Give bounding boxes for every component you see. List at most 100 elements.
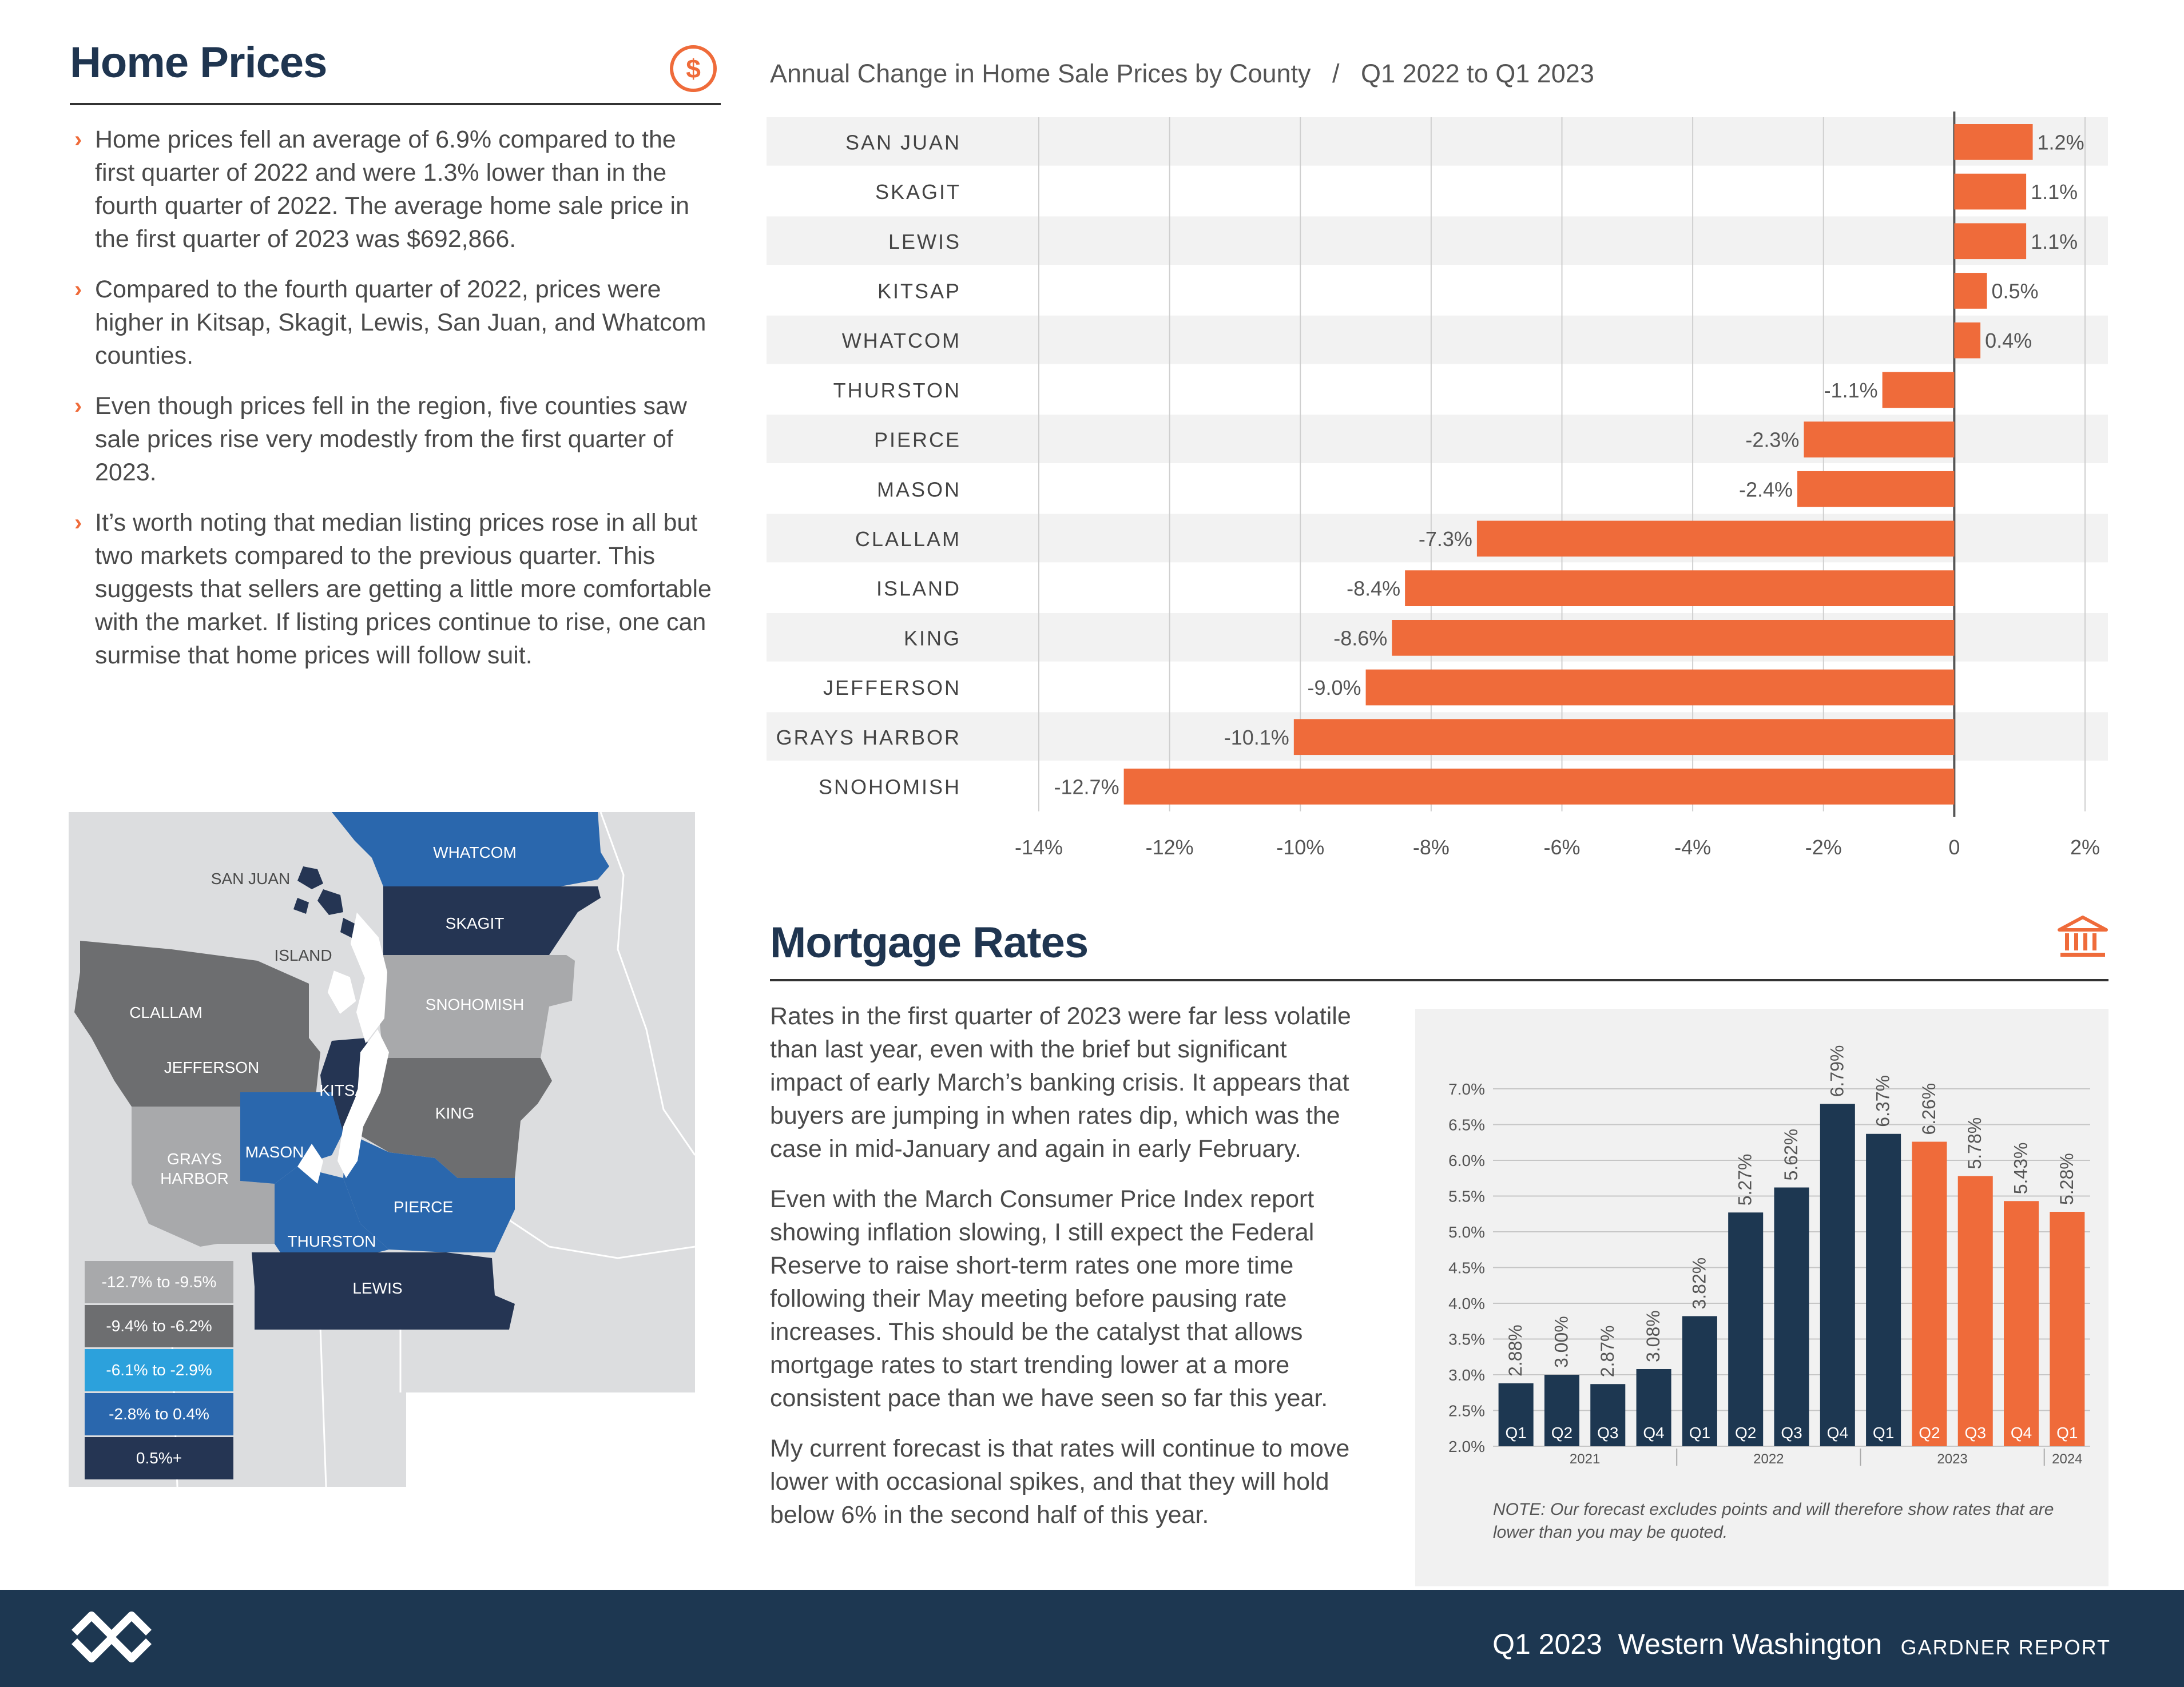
data-label: -12.7% xyxy=(1054,775,1119,798)
price-change-chart: SAN JUAN 1.2% SKAGIT 1.1% LEWIS 1.1% KITSAP 0.5… xyxy=(767,112,2108,859)
bar xyxy=(1804,421,1955,457)
category-label: GRAYS HARBOR xyxy=(776,726,961,749)
map-label-lewis: LEWIS xyxy=(352,1279,402,1297)
map-label-island: ISLAND xyxy=(274,946,332,964)
quarter-label: Q1 xyxy=(1505,1424,1526,1442)
quarter-label: Q4 xyxy=(1643,1424,1664,1442)
mortgage-rule xyxy=(770,979,2108,981)
home-prices-title: Home Prices xyxy=(70,38,327,87)
quarter-label: Q2 xyxy=(1735,1424,1756,1442)
x-tick-label: -6% xyxy=(1543,835,1580,859)
puget-sound xyxy=(297,1029,389,1184)
quarter-label: Q3 xyxy=(1965,1424,1986,1442)
data-label: 5.78% xyxy=(1964,1117,1985,1169)
footer-edition: Q1 2023 Western Washington xyxy=(1492,1628,1882,1660)
rate-bar xyxy=(2004,1201,2039,1446)
bullet-item: › Even though prices fell in the region, … xyxy=(74,392,687,486)
legend-item: -6.1% to -2.9% xyxy=(85,1349,233,1391)
data-label: 1.1% xyxy=(2031,180,2078,204)
data-label: -10.1% xyxy=(1224,726,1289,749)
map-label-pierce: PIERCE xyxy=(394,1198,453,1216)
quarter-label: Q2 xyxy=(1919,1424,1940,1442)
rate-bar xyxy=(1866,1133,1901,1446)
category-label: MASON xyxy=(877,478,961,501)
bar xyxy=(1365,669,1955,706)
y-tick-label: 6.5% xyxy=(1448,1116,1485,1134)
x-tick-label: -2% xyxy=(1805,835,1842,859)
bar xyxy=(1954,273,1987,309)
data-label: 6.79% xyxy=(1826,1045,1847,1097)
bar xyxy=(1797,471,1955,507)
bar xyxy=(1954,223,2027,260)
bar xyxy=(1476,520,1955,557)
mortgage-paragraph: Even with the March Consumer Price Index… xyxy=(770,1185,1328,1412)
quarter-label: Q4 xyxy=(2011,1424,2032,1442)
row-band xyxy=(767,117,2108,166)
year-label: 2024 xyxy=(2052,1451,2082,1467)
year-label: 2021 xyxy=(1570,1451,1600,1467)
x-tick-label: -4% xyxy=(1674,835,1711,859)
bar xyxy=(1882,372,1955,408)
rate-bar xyxy=(1544,1375,1579,1446)
rate-bar xyxy=(1590,1384,1626,1446)
y-tick-label: 7.0% xyxy=(1448,1080,1485,1098)
data-label: -7.3% xyxy=(1419,527,1472,551)
map-label-thurston: THURSTON xyxy=(287,1232,376,1250)
data-label: 1.1% xyxy=(2031,230,2078,253)
legend-item: 0.5%+ xyxy=(85,1437,233,1479)
category-label: KITSAP xyxy=(877,279,961,303)
county-thurston xyxy=(275,1167,389,1252)
data-label: -8.4% xyxy=(1347,577,1400,600)
rate-bar xyxy=(1774,1187,1809,1446)
county-clallam xyxy=(74,941,309,1038)
data-label: -2.4% xyxy=(1739,478,1793,501)
footer xyxy=(0,1590,2184,1687)
mortgage-rates-chart: 2.0% 2.5% 3.0% 3.5% 4.0% 4.5% 5.0% 5.5% 6.0% 6.5%… xyxy=(1448,1045,2090,1467)
data-label: 6.26% xyxy=(1919,1083,1939,1135)
bullet-item: › Home prices fell an average of 6.9% com… xyxy=(74,126,690,253)
map-label-clallam: CLALLAM xyxy=(129,1004,202,1021)
x-tick-label: -8% xyxy=(1413,835,1450,859)
rate-bar xyxy=(1682,1316,1717,1446)
legend-item: -12.7% to -9.5% xyxy=(85,1261,233,1303)
county-jefferson xyxy=(92,1038,320,1107)
data-label: 2.88% xyxy=(1505,1324,1526,1376)
quarter-label: Q3 xyxy=(1781,1424,1802,1442)
category-label: KING xyxy=(904,626,961,650)
y-tick-label: 2.0% xyxy=(1448,1438,1485,1455)
data-label: -9.0% xyxy=(1308,676,1361,699)
data-label: 3.00% xyxy=(1551,1316,1571,1368)
county-grays-harbor xyxy=(132,1107,280,1247)
x-tick-label: -12% xyxy=(1146,835,1194,859)
county-lewis xyxy=(252,1252,515,1330)
data-label: 0.5% xyxy=(1992,279,2039,303)
rate-bar xyxy=(1636,1369,1671,1446)
category-label: CLALLAM xyxy=(855,527,961,551)
y-tick-label: 3.5% xyxy=(1448,1331,1485,1348)
x-tick-label: 2% xyxy=(2070,835,2100,859)
county-snohomish xyxy=(378,955,575,1058)
category-label: LEWIS xyxy=(888,230,961,253)
mortgage-paragraph: My current forecast is that rates will c… xyxy=(770,1435,1350,1529)
y-tick-label: 3.0% xyxy=(1448,1366,1485,1384)
data-label: 5.43% xyxy=(2011,1143,2031,1195)
mortgage-text: Rates in the first quarter of 2023 were … xyxy=(770,1000,1365,1549)
home-prices-rule xyxy=(70,103,721,105)
footer-report: GARDNER REPORT xyxy=(1900,1636,2111,1659)
year-label: 2023 xyxy=(1937,1451,1967,1467)
bar xyxy=(1392,620,1955,656)
category-label: WHATCOM xyxy=(842,329,961,352)
map-label-whatcom: WHATCOM xyxy=(433,844,517,861)
home-prices-bullets: › Home prices fell an average of 6.9% com… xyxy=(74,123,721,689)
bank-icon xyxy=(2058,916,2108,957)
y-tick-label: 6.0% xyxy=(1448,1152,1485,1169)
category-label: THURSTON xyxy=(833,379,961,402)
map-label-kitsap: KITSAP xyxy=(319,1081,376,1099)
y-tick-label: 5.0% xyxy=(1448,1223,1485,1241)
bullet-item: › Compared to the fourth quarter of 2022,… xyxy=(74,276,706,369)
windermere-logo-icon xyxy=(72,1612,152,1662)
mortgage-title: Mortgage Rates xyxy=(770,918,1089,967)
price-chart-title: Annual Change in Home Sale Prices by Cou… xyxy=(770,59,1594,88)
category-label: PIERCE xyxy=(874,428,961,452)
data-label: 0.4% xyxy=(1985,329,2032,352)
